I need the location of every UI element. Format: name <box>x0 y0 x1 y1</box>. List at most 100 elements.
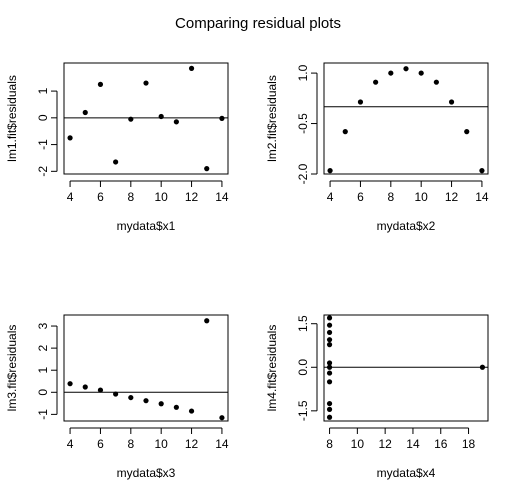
x-tick-label: 18 <box>462 437 476 451</box>
data-point <box>97 81 104 87</box>
data-point <box>326 315 333 321</box>
data-point <box>479 168 485 174</box>
data-point <box>113 391 119 397</box>
y-tick-label: -1 <box>36 139 50 150</box>
data-point <box>326 322 333 328</box>
x-axis-title: mydata$x3 <box>117 466 176 480</box>
x-tick-label: 14 <box>215 190 229 204</box>
data-point <box>326 406 333 412</box>
plot-frame <box>323 62 489 175</box>
y-tick-label: 1.5 <box>296 315 310 332</box>
x-tick-label: 6 <box>97 190 104 204</box>
data-point <box>143 398 149 404</box>
x-tick-label: 10 <box>415 190 429 204</box>
data-point <box>327 168 333 174</box>
data-point <box>479 364 486 370</box>
data-point <box>219 415 225 421</box>
x-tick-label: 8 <box>127 437 134 451</box>
x-tick-label: 10 <box>155 190 169 204</box>
figure-title: Comparing residual plots <box>175 15 341 32</box>
y-axis-title: lm3.fit$residuals <box>5 325 19 412</box>
data-point <box>173 119 179 125</box>
y-tick-label: 0 <box>36 114 50 121</box>
data-point <box>82 109 88 116</box>
x-tick-label: 4 <box>67 437 74 451</box>
data-point <box>128 116 134 122</box>
x-tick-label: 12 <box>185 190 199 204</box>
y-tick-label: 3 <box>36 322 50 329</box>
y-tick-label: 1.0 <box>296 64 310 81</box>
panel-2: 4 6 8 10 12 14 -2.0 -0.5 1.0 mydata$x2 lm2.fit$res… <box>265 62 489 233</box>
y-tick-label: -1 <box>36 409 50 420</box>
y-tick-label: -0.5 <box>296 113 310 134</box>
panels: 4 6 8 10 12 14-2-101mydata$x1lm1.fit$residual… <box>5 62 489 480</box>
data-point <box>357 99 364 105</box>
y-tick-label: 0.0 <box>296 359 310 376</box>
y-axis-title: lm2.fit$residuals <box>265 75 279 162</box>
data-point <box>342 129 348 135</box>
data-point <box>448 99 455 105</box>
panel-1: 4 6 8 10 12 14 -2 -1 0 1 mydata$x1 lm1.fit$residual… <box>5 62 229 233</box>
data-point <box>326 414 333 420</box>
data-point <box>67 135 73 141</box>
data-point <box>418 70 424 76</box>
plot-frame <box>323 314 489 422</box>
data-point <box>188 65 195 71</box>
data-point <box>403 66 409 72</box>
y-tick-label: 1 <box>36 367 50 374</box>
data-point <box>326 379 333 385</box>
x-tick-label: 4 <box>67 190 74 204</box>
data-point <box>388 70 394 76</box>
x-axis-title: mydata$x2 <box>377 219 436 233</box>
x-tick-label: 10 <box>155 437 169 451</box>
panel-3: 4 6 8 10 12 14-10123mydata$x3lm3.fit$residual… <box>5 314 229 480</box>
x-tick-label: 8 <box>326 437 333 451</box>
y-tick-label: -2 <box>36 166 50 177</box>
x-tick-label: 14 <box>406 437 420 451</box>
x-tick-label: 16 <box>434 437 448 451</box>
y-tick-label: -2.0 <box>296 163 310 184</box>
plot-frame <box>63 62 229 175</box>
y-axis-title: lm4.fit$residuals <box>265 325 279 412</box>
x-tick-label: 8 <box>127 190 134 204</box>
plot-frame <box>63 314 229 422</box>
x-axis-title: mydata$x1 <box>117 219 176 233</box>
data-point <box>433 79 439 85</box>
x-tick-label: 12 <box>378 437 392 451</box>
x-tick-label: 10 <box>351 437 365 451</box>
y-tick-label: -1.5 <box>296 400 310 421</box>
x-tick-label: 6 <box>357 190 364 204</box>
data-point <box>173 404 179 410</box>
data-point <box>82 384 88 390</box>
y-tick-label: 1 <box>36 87 50 94</box>
x-tick-label: 6 <box>97 437 104 451</box>
data-point <box>326 329 333 336</box>
panel-4: 8 10 12 14 16 18 -1.5 0.0 1.5 mydata$x4 lm4.fit$re… <box>265 314 489 480</box>
data-point <box>204 318 210 324</box>
y-tick-label: 0 <box>36 389 50 396</box>
data-point <box>326 342 333 348</box>
data-point <box>128 394 134 401</box>
data-point <box>143 80 149 86</box>
x-tick-label: 12 <box>185 437 199 451</box>
data-point <box>326 400 333 407</box>
x-tick-label: 14 <box>475 190 489 204</box>
y-tick-label: 2 <box>36 344 50 351</box>
y-axis-title: lm1.fit$residuals <box>5 75 19 162</box>
data-point <box>67 381 73 387</box>
data-point <box>97 387 104 393</box>
data-point <box>188 408 195 414</box>
data-point <box>158 401 164 407</box>
data-point <box>158 113 164 120</box>
data-point <box>219 115 225 121</box>
data-point <box>326 337 333 343</box>
data-point <box>373 79 379 85</box>
x-tick-label: 12 <box>445 190 459 204</box>
x-axis-title: mydata$x4 <box>377 466 436 480</box>
data-point <box>326 370 333 376</box>
data-point <box>326 364 333 370</box>
data-point <box>464 129 470 135</box>
data-point <box>113 159 119 165</box>
x-tick-label: 8 <box>387 190 394 204</box>
